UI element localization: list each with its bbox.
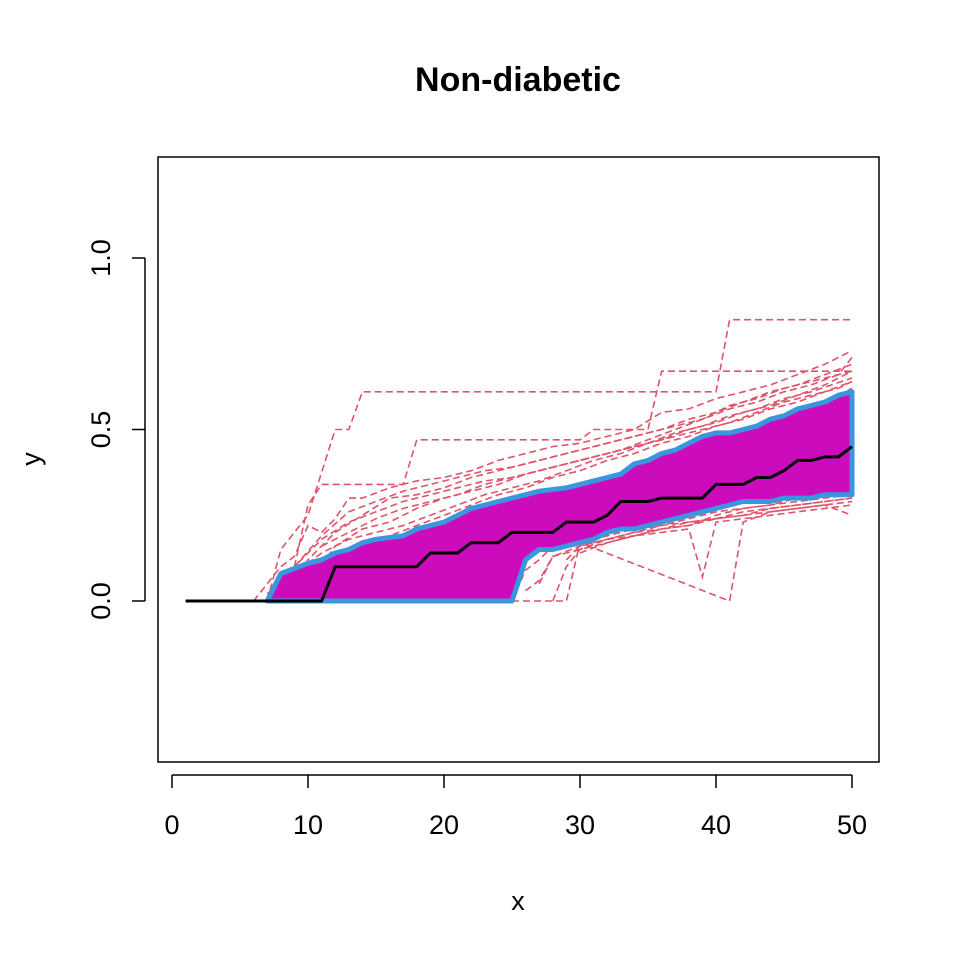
simulated-series-line — [525, 504, 853, 592]
y-axis-label: y — [16, 452, 46, 466]
median-line — [185, 445, 853, 603]
simulated-series-line — [293, 370, 852, 567]
median-line-group — [185, 445, 853, 603]
x-tick-label: 0 — [164, 810, 179, 840]
x-tick-label: 50 — [837, 810, 867, 840]
y-axis: 0.0 0.5 1.0 — [86, 239, 146, 620]
simulated-series-line — [321, 357, 853, 547]
envelope-band-group — [264, 389, 855, 604]
plot-frame — [157, 156, 880, 763]
x-tick-label: 40 — [701, 810, 731, 840]
simulated-series-line — [334, 380, 853, 568]
simulated-series-line — [307, 370, 853, 585]
simulated-series-line — [579, 497, 853, 554]
x-axis: 0 10 20 30 40 50 — [164, 774, 867, 840]
simulated-series-line — [565, 504, 853, 561]
envelope-band — [264, 389, 855, 604]
plot-area — [185, 318, 855, 604]
x-tick-label: 30 — [565, 810, 595, 840]
simulated-series-line — [266, 318, 852, 602]
y-tick-label: 0.0 — [86, 582, 116, 620]
simulated-series-line — [293, 370, 853, 568]
y-tick-label: 0.5 — [86, 411, 116, 449]
simulated-series-group — [252, 318, 853, 603]
y-tick-label: 1.0 — [86, 239, 116, 277]
chart-title: Non-diabetic — [415, 61, 621, 99]
x-tick-label: 10 — [293, 810, 323, 840]
x-tick-label: 20 — [429, 810, 459, 840]
x-axis-label: x — [511, 886, 525, 916]
simulated-series-line — [252, 349, 853, 602]
